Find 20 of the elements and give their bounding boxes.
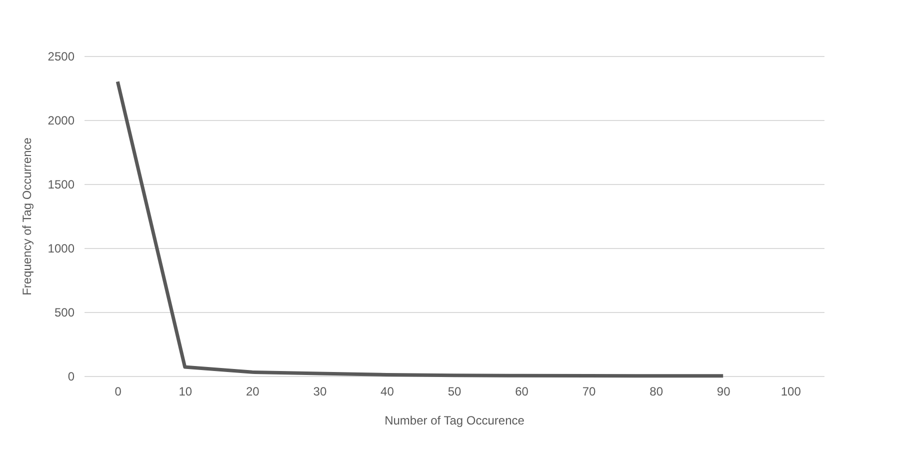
y-tick-label: 500 [54,306,75,320]
y-tick-label: 1500 [48,178,75,192]
x-tick-label: 60 [515,384,529,398]
y-tick-label: 2000 [48,114,75,128]
y-tick-label: 0 [68,370,75,384]
y-tick-label: 1000 [48,242,75,256]
x-tick-label: 40 [380,384,394,398]
x-tick-label: 20 [246,384,260,398]
x-tick-label: 70 [582,384,596,398]
line-series [116,80,725,378]
x-tick-label: 80 [650,384,664,398]
x-tick-label: 90 [716,384,731,398]
x-axis-title: Number of Tag Occurence [384,414,525,428]
x-tick-label: 50 [448,384,462,398]
x-tick-label: 10 [178,384,192,398]
y-axis-title: Frequency of Tag Occurrence [20,137,34,296]
x-tick-label: 100 [780,384,802,398]
x-tick-label: 30 [313,384,327,398]
x-tick-label: 0 [114,384,122,398]
y-tick-label: 2500 [48,50,75,64]
